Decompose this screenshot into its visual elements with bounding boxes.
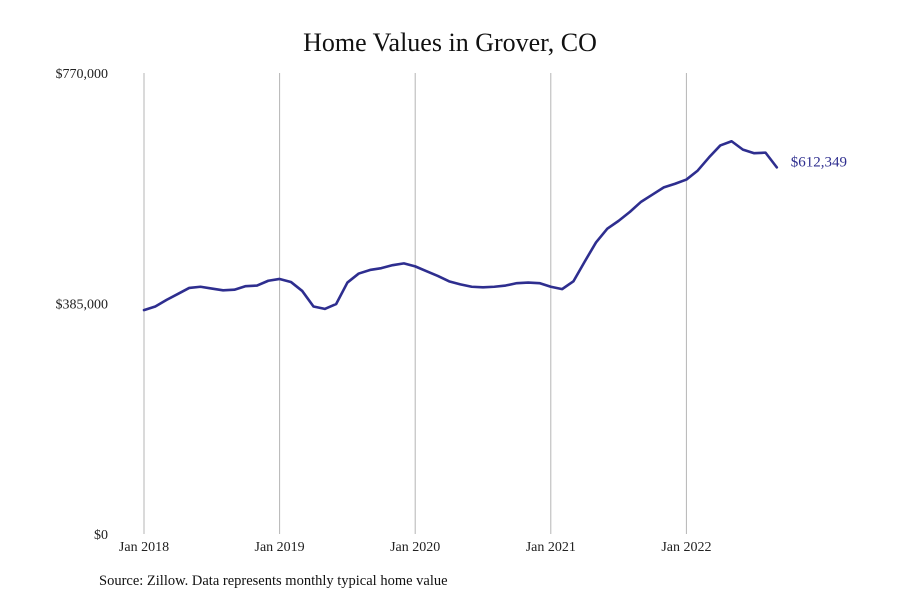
home-value-line <box>142 139 779 312</box>
x-tick-label: Jan 2019 <box>255 540 305 555</box>
x-tick-label: Jan 2022 <box>661 540 711 555</box>
x-tick-label: Jan 2021 <box>526 540 576 555</box>
y-tick-label: $770,000 <box>56 67 109 82</box>
y-tick-label: $0 <box>94 528 108 543</box>
x-axis-tick-labels: Jan 2018 Jan 2019 Jan 2020 Jan 2021 Jan 2022 <box>119 540 712 555</box>
y-axis-tick-labels: $0 $385,000 $770,000 <box>56 67 109 543</box>
x-tick-label: Jan 2018 <box>119 540 169 555</box>
gridlines <box>143 73 687 534</box>
y-tick-label: $385,000 <box>56 298 109 313</box>
x-tick-label: Jan 2020 <box>390 540 440 555</box>
chart-title: Home Values in Grover, CO <box>303 28 597 57</box>
end-value-label: $612,349 <box>791 154 847 170</box>
source-note: Source: Zillow. Data represents monthly … <box>99 573 448 589</box>
